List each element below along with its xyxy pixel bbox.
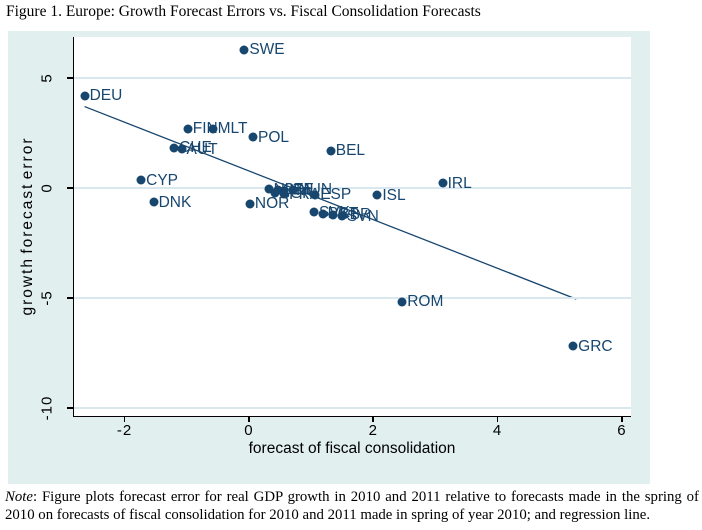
x-axis-title: forecast of fiscal consolidation [248,440,456,457]
x-tick-label-0: 0 [244,422,254,439]
x-tick-label--2: -2 [116,422,133,439]
data-point-ESP [310,190,320,200]
data-point-label-SVN: SVN [346,207,379,225]
note-text: : Figure plots forecast error for real G… [5,489,699,523]
data-point-POL [248,132,258,142]
gridline-y5 [74,76,631,79]
data-point-AUT [177,144,187,154]
data-point-ROM [397,297,407,307]
data-point-BEL [326,146,336,156]
data-point-label-SWE: SWE [249,41,285,59]
data-point-MLT [208,124,218,134]
data-point-FRA [279,189,289,199]
x-tick-2 [372,416,375,422]
data-point-CYP [136,175,146,185]
y-tick-label--10: -10 [38,395,56,421]
y-tick-label--5: -5 [38,290,56,306]
regression-line [84,105,577,300]
data-point-label-DNK: DNK [158,193,192,211]
data-point-label-MLT: MLT [217,120,248,138]
data-point-SVN [337,211,347,221]
y-tick-label-5: 5 [38,73,56,83]
data-point-label-GRC: GRC [578,337,613,355]
x-tick-0 [248,416,250,422]
data-point-IRL [438,178,448,188]
x-tick-label-6: 6 [617,422,627,439]
data-point-DNK [149,197,159,207]
x-tick-label-2: 2 [368,422,378,439]
y-tick--5 [67,297,73,299]
gridline-y-5 [74,297,631,300]
gridline-y0 [74,186,631,189]
data-point-ISL [372,190,382,200]
data-point-label-ISL: ISL [382,186,406,204]
x-tick-4 [496,416,499,422]
figure-title: Figure 1. Europe: Growth Forecast Errors… [6,3,481,20]
data-point-FIN [183,124,193,134]
x-tick--2 [123,416,126,422]
y-axis-title: growth forecast error [19,136,36,316]
data-point-DEU [80,91,90,101]
data-point-NLD [264,184,274,194]
note-label: Note [5,489,33,505]
data-point-GRC [568,341,578,351]
data-point-label-GBR: GBR [337,206,372,224]
data-point-SVK [309,207,319,217]
data-point-label-ROM: ROM [407,293,444,311]
data-point-label-AUT: AUT [186,140,218,158]
data-point-HUN [288,185,298,195]
data-point-label-BGR: BGR [279,184,314,202]
data-point-BGR [270,188,280,198]
y-tick-5 [67,77,73,79]
data-point-SWE [239,45,249,55]
data-point-label-ESP: ESP [320,186,352,204]
plot-area: SWEDEUFINMLTPOLCHEAUTBELCYPDNKNORNLDCZEI… [73,37,631,417]
data-point-label-IRL: IRL [447,174,472,192]
y-tick-label-0: 0 [38,183,56,193]
data-point-GBR [328,210,338,220]
data-point-NOR [245,199,255,209]
gridline-y-10 [74,407,631,410]
data-point-label-CHE: CHE [179,139,212,157]
data-point-label-HUN: HUN [298,181,332,199]
data-point-label-CYP: CYP [146,171,178,189]
data-point-label-DEU: DEU [89,87,123,105]
data-point-CHE [169,143,179,153]
x-tick-label-4: 4 [492,422,503,439]
data-point-label-POL: POL [258,128,290,146]
data-point-label-BEL: BEL [335,142,366,160]
data-point-label-NOR: NOR [254,195,290,213]
y-tick--10 [67,407,73,409]
y-tick-0 [67,187,73,189]
figure-note: Note: Figure plots forecast error for re… [5,489,699,524]
data-point-PRT [318,209,328,218]
x-tick-6 [621,416,623,422]
graph-region: SWEDEUFINMLTPOLCHEAUTBELCYPDNKNORNLDCZEI… [8,31,650,484]
